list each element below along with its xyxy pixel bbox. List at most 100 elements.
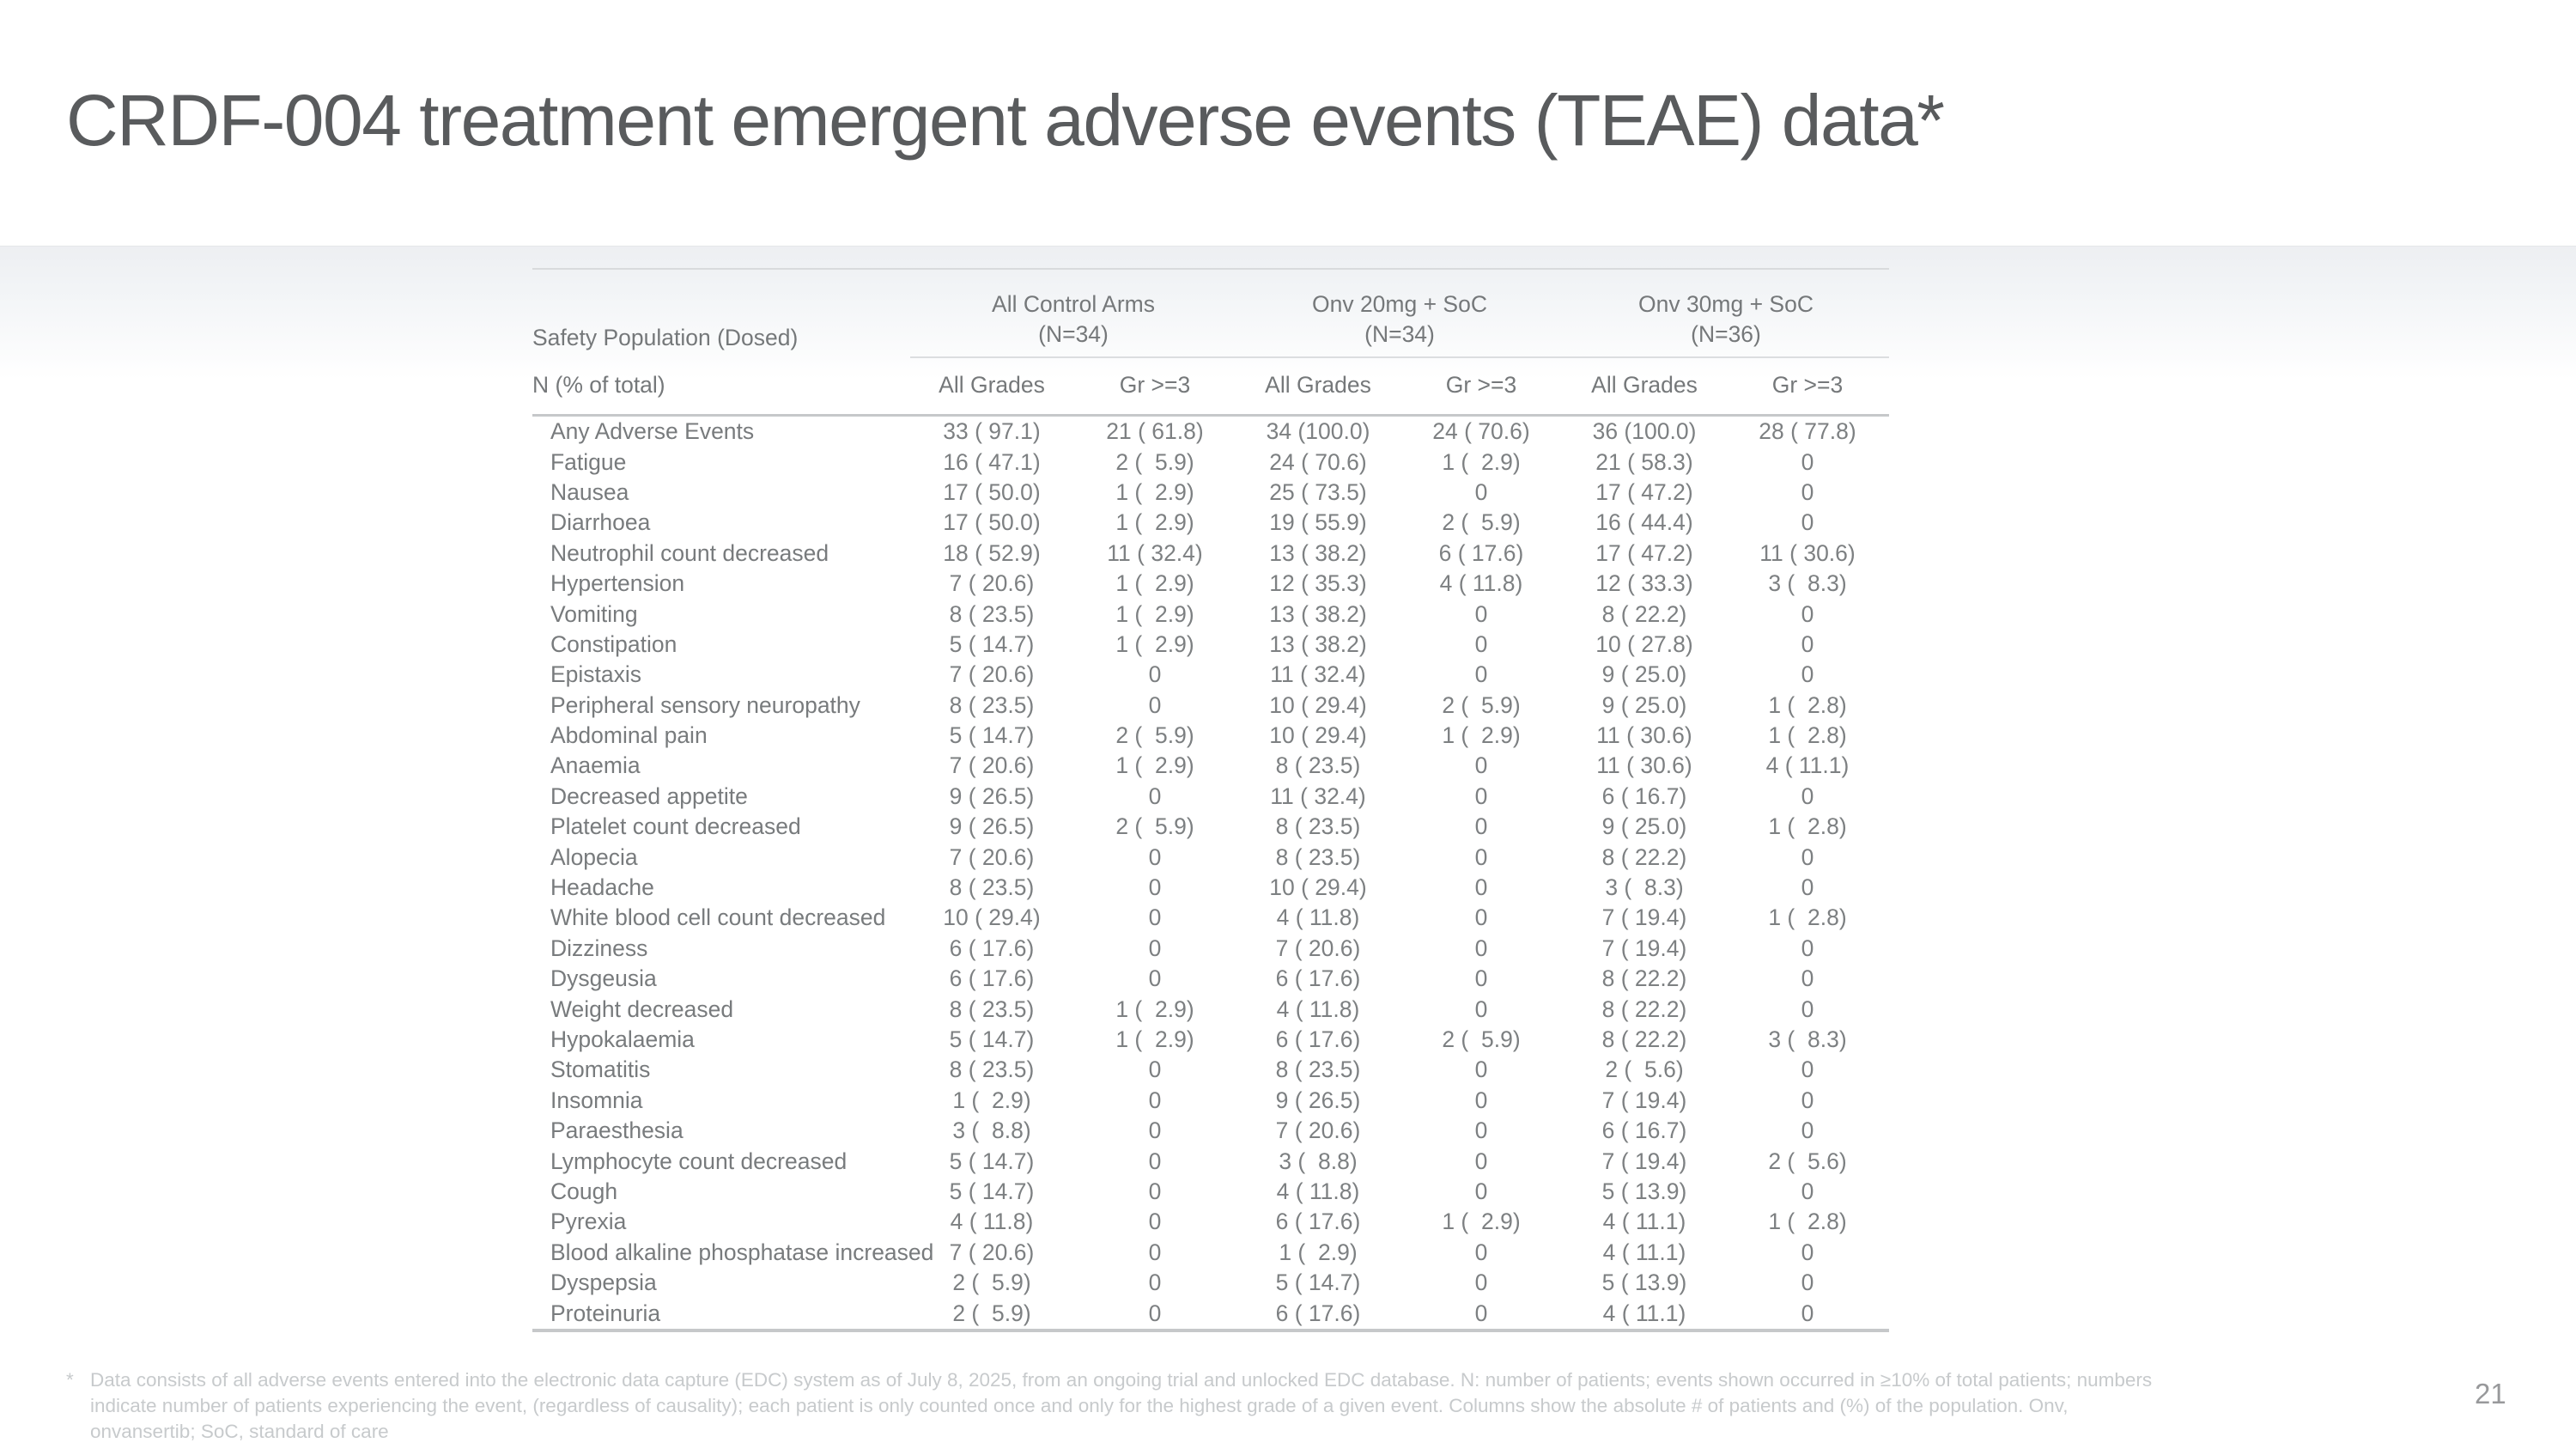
cell-value: 11 ( 32.4) <box>1107 539 1203 566</box>
cell-value: 0 <box>1148 1300 1162 1326</box>
cell-value: 28 ( 77.8) <box>1759 418 1856 445</box>
group-n: (N=34) <box>1364 321 1435 347</box>
cell-value: 0 <box>1474 1178 1488 1204</box>
cell-value: 0 <box>1801 782 1814 809</box>
cell-value: 4 ( 11.1) <box>1602 1209 1686 1235</box>
cell-value: 1 ( 2.9) <box>1115 630 1194 657</box>
cell-value: 0 <box>1474 752 1488 779</box>
cell-value: 3 ( 8.3) <box>1605 874 1684 901</box>
cell-value: 5 ( 14.7) <box>949 1148 1035 1174</box>
cell-value: 1 ( 2.8) <box>1768 1209 1847 1235</box>
column-header: Gr >=3 <box>1771 372 1844 398</box>
adverse-event-label: Dysgeusia <box>550 965 657 992</box>
cell-value: 1 ( 2.9) <box>1442 1209 1521 1235</box>
cell-value: 7 ( 19.4) <box>1601 1087 1687 1113</box>
table-row: Dyspepsia 2 ( 5.9) 0 5 ( 14.7) 0 5 ( 13.9) 0 <box>532 1268 1889 1298</box>
cell-value: 17 ( 50.0) <box>943 478 1041 505</box>
cell-value: 6 ( 17.6) <box>949 965 1035 992</box>
column-header: All Grades <box>939 372 1045 398</box>
table-row: Insomnia 1 ( 2.9) 0 9 ( 26.5) 0 7 ( 19.4) 0 <box>532 1086 1889 1116</box>
cell-value: 0 <box>1148 1117 1162 1144</box>
cell-value: 0 <box>1148 1178 1162 1204</box>
adverse-event-label: Constipation <box>550 630 677 657</box>
group-name: Onv 30mg + SoC <box>1637 291 1814 317</box>
adverse-event-label: White blood cell count decreased <box>550 904 886 931</box>
footnote-line: onvansertib; SoC, standard of care <box>90 1421 389 1442</box>
adverse-event-label: Alopecia <box>550 843 638 870</box>
cell-value: 3 ( 8.3) <box>1768 570 1847 597</box>
adverse-event-label: Cough <box>550 1178 618 1204</box>
cell-value: 2 ( 5.9) <box>1115 448 1194 475</box>
cell-value: 5 ( 14.7) <box>949 722 1035 749</box>
cell-value: 7 ( 20.6) <box>949 661 1035 688</box>
adverse-event-label: Peripheral sensory neuropathy <box>550 691 860 718</box>
cell-value: 0 <box>1474 782 1488 809</box>
cell-value: 0 <box>1474 1117 1488 1144</box>
cell-value: 0 <box>1474 478 1488 505</box>
cell-value: 8 ( 23.5) <box>1275 843 1361 870</box>
cell-value: 1 ( 2.9) <box>1115 600 1194 627</box>
cell-value: 0 <box>1148 965 1162 992</box>
adverse-event-label: Dizziness <box>550 935 648 961</box>
adverse-event-label: Blood alkaline phosphatase increased <box>550 1239 934 1265</box>
cell-value: 24 ( 70.6) <box>1269 448 1367 475</box>
cell-value: 0 <box>1801 874 1814 901</box>
cell-value: 0 <box>1148 661 1162 688</box>
cell-value: 4 ( 11.8) <box>1439 570 1523 597</box>
cell-value: 7 ( 20.6) <box>949 570 1035 597</box>
group-name: All Control Arms <box>992 291 1155 317</box>
cell-value: 0 <box>1801 965 1814 992</box>
column-header: Gr >=3 <box>1119 372 1191 398</box>
cell-value: 0 <box>1474 1300 1488 1326</box>
cell-value: 7 ( 19.4) <box>1601 1148 1687 1174</box>
cell-value: 7 ( 20.6) <box>1275 935 1361 961</box>
cell-value: 16 ( 44.4) <box>1595 509 1693 536</box>
cell-value: 9 ( 25.0) <box>1601 691 1687 718</box>
cell-value: 2 ( 5.9) <box>1442 509 1521 536</box>
column-header: Gr >=3 <box>1445 372 1517 398</box>
table-row: Diarrhoea 17 ( 50.0) 1 ( 2.9) 19 ( 55.9) 2 (… <box>532 508 1889 538</box>
adverse-event-label: Lymphocyte count decreased <box>550 1148 848 1174</box>
adverse-event-label: Anaemia <box>550 752 641 779</box>
cell-value: 2 ( 5.6) <box>1768 1148 1847 1174</box>
table-row: Constipation 5 ( 14.7) 1 ( 2.9) 13 ( 38.2) 0… <box>532 630 1889 660</box>
cell-value: 4 ( 11.8) <box>1276 1178 1360 1204</box>
footnote-line: indicate number of patients experiencing… <box>90 1395 2069 1416</box>
cell-value: 0 <box>1801 935 1814 961</box>
n-percent-label: N (% of total) <box>532 372 665 398</box>
cell-value: 8 ( 23.5) <box>1275 813 1361 840</box>
table-row: Fatigue 16 ( 47.1) 2 ( 5.9) 24 ( 70.6) 1 ( 2… <box>532 447 1889 477</box>
cell-value: 3 ( 8.8) <box>952 1117 1031 1144</box>
table-row: Any Adverse Events 33 ( 97.1) 21 ( 61.8) 34… <box>532 417 1889 447</box>
table-row: Cough 5 ( 14.7) 0 4 ( 11.8) 0 5 ( 13.9) 0 <box>532 1177 1889 1207</box>
cell-value: 33 ( 97.1) <box>943 418 1041 445</box>
cell-value: 0 <box>1474 1269 1488 1296</box>
cell-value: 0 <box>1801 1117 1814 1144</box>
cell-value: 8 ( 23.5) <box>949 995 1035 1022</box>
cell-value: 11 ( 30.6) <box>1596 722 1692 749</box>
cell-value: 6 ( 17.6) <box>1275 965 1361 992</box>
cell-value: 0 <box>1148 782 1162 809</box>
table-row: Decreased appetite 9 ( 26.5) 0 11 ( 32.4) 0 6… <box>532 782 1889 812</box>
adverse-event-label: Paraesthesia <box>550 1117 683 1144</box>
cell-value: 0 <box>1801 1178 1814 1204</box>
table-row: Pyrexia 4 ( 11.8) 0 6 ( 17.6) 1 ( 2.9) 4 ( 11… <box>532 1207 1889 1237</box>
cell-value: 1 ( 2.9) <box>1115 752 1194 779</box>
cell-value: 0 <box>1474 995 1488 1022</box>
cell-value: 0 <box>1801 478 1814 505</box>
cell-value: 2 ( 5.9) <box>1115 722 1194 749</box>
cell-value: 0 <box>1474 843 1488 870</box>
group-n: (N=34) <box>1038 321 1109 347</box>
cell-value: 8 ( 22.2) <box>1601 600 1687 627</box>
cell-value: 1 ( 2.8) <box>1768 691 1847 718</box>
table-row: Weight decreased 8 ( 23.5) 1 ( 2.9) 4 ( 11.… <box>532 994 1889 1024</box>
column-header: All Grades <box>1265 372 1371 398</box>
table-row: Dysgeusia 6 ( 17.6) 0 6 ( 17.6) 0 8 ( 22.2) 0 <box>532 964 1889 994</box>
cell-value: 0 <box>1801 1239 1814 1265</box>
cell-value: 9 ( 26.5) <box>1275 1087 1361 1113</box>
cell-value: 6 ( 17.6) <box>1275 1026 1361 1052</box>
table-row: Blood alkaline phosphatase increased 7 ( … <box>532 1238 1889 1268</box>
adverse-event-label: Decreased appetite <box>550 782 748 809</box>
cell-value: 8 ( 23.5) <box>1275 1056 1361 1083</box>
